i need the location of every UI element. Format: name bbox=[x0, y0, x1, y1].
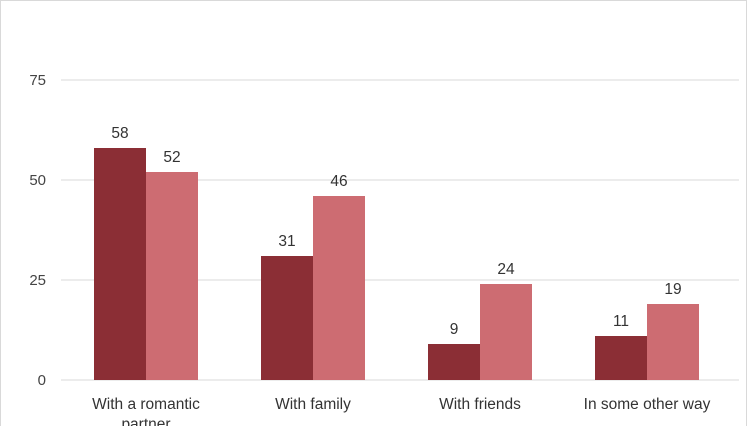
data-label: 24 bbox=[497, 261, 515, 278]
bar-series2-cat2 bbox=[313, 196, 365, 380]
bar-series1-cat1 bbox=[94, 148, 146, 380]
y-tick-label: 50 bbox=[29, 172, 46, 189]
data-label: 46 bbox=[330, 173, 347, 190]
category-label: With family bbox=[275, 396, 351, 413]
bar-series1-cat2 bbox=[261, 256, 313, 380]
x-axis-categories: With a romantic partner With family With fr… bbox=[92, 396, 710, 426]
category-label: With a romantic partner bbox=[92, 396, 200, 426]
bar-series2-cat3 bbox=[480, 284, 532, 380]
data-label: 52 bbox=[163, 149, 180, 166]
data-label: 11 bbox=[613, 313, 629, 330]
y-tick-label: 0 bbox=[38, 372, 46, 389]
bar-series1-cat4 bbox=[595, 336, 647, 380]
data-label: 58 bbox=[111, 125, 128, 142]
data-label: 31 bbox=[278, 233, 295, 250]
y-tick-label: 75 bbox=[29, 72, 46, 89]
bar-series2-cat1 bbox=[146, 172, 198, 380]
bars bbox=[94, 148, 699, 380]
bar-series1-cat3 bbox=[428, 344, 480, 380]
data-label: 19 bbox=[664, 281, 681, 298]
category-label: In some other way bbox=[584, 396, 711, 413]
category-label: With friends bbox=[439, 396, 521, 413]
y-axis-ticks: 0 25 50 75 bbox=[29, 72, 46, 389]
bar-series2-cat4 bbox=[647, 304, 699, 380]
y-tick-label: 25 bbox=[29, 272, 46, 289]
data-labels: 58 31 9 11 52 46 24 19 bbox=[111, 125, 681, 338]
data-label: 9 bbox=[450, 321, 459, 338]
